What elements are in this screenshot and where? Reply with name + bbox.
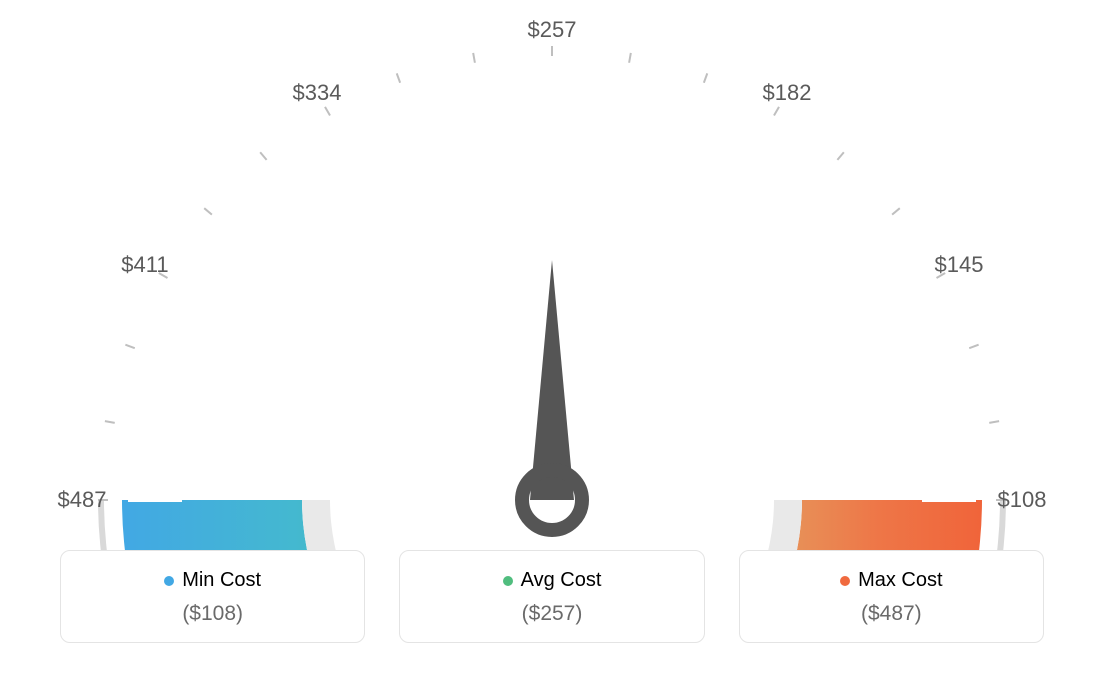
tick-label: $145	[935, 252, 984, 278]
tick-label: $257	[528, 17, 577, 43]
legend-label-max: Max Cost	[858, 569, 942, 592]
gauge-svg	[52, 30, 1052, 550]
legend-value-min: ($108)	[71, 602, 354, 626]
gauge-tick	[185, 288, 232, 315]
outer-tick	[204, 208, 212, 214]
outer-tick	[629, 53, 631, 63]
legend-label-min: Min Cost	[182, 569, 261, 592]
tick-label: $182	[763, 80, 812, 106]
gauge-tick	[737, 133, 764, 180]
gauge-tick	[279, 175, 302, 203]
tick-label: $334	[293, 80, 342, 106]
legend-card-avg: Avg Cost ($257)	[399, 550, 704, 643]
outer-tick	[473, 53, 475, 63]
outer-tick	[325, 107, 330, 116]
outer-tick	[125, 345, 134, 348]
outer-tick	[989, 421, 999, 423]
legend-label-avg: Avg Cost	[521, 569, 602, 592]
tick-label: $108	[998, 487, 1047, 513]
legend-dot-max	[840, 576, 850, 586]
gauge-tick	[134, 426, 169, 432]
gauge-tick	[685, 102, 697, 136]
outer-tick	[969, 345, 978, 348]
legend-dot-min	[164, 576, 174, 586]
tick-label: $411	[121, 252, 168, 278]
legend-row: Min Cost ($108) Avg Cost ($257) Max Cost…	[0, 550, 1104, 643]
outer-tick	[892, 208, 900, 214]
gauge-tick	[340, 133, 367, 180]
gauge-tick	[849, 227, 877, 250]
outer-tick	[105, 421, 115, 423]
outer-tick	[397, 73, 400, 82]
legend-card-min: Min Cost ($108)	[60, 550, 365, 643]
gauge-tick	[872, 288, 919, 315]
gauge-tick	[407, 102, 419, 136]
outer-tick	[704, 73, 707, 82]
gauge-tick	[619, 82, 625, 117]
gauge-container: $108 $145 $182 $257 $334 $411 $487	[0, 0, 1104, 540]
legend-dot-avg	[503, 576, 513, 586]
legend-card-max: Max Cost ($487)	[739, 550, 1044, 643]
legend-value-avg: ($257)	[410, 602, 693, 626]
legend-value-max: ($487)	[750, 602, 1033, 626]
gauge-tick	[917, 355, 951, 367]
gauge-tick	[478, 82, 484, 117]
gauge-tick	[934, 426, 969, 432]
gauge-tick	[154, 355, 188, 367]
outer-tick	[837, 152, 843, 160]
outer-tick	[260, 152, 266, 160]
gauge-tick	[801, 175, 824, 203]
tick-label: $487	[58, 487, 107, 513]
gauge-tick	[227, 227, 255, 250]
outer-tick	[774, 107, 779, 116]
